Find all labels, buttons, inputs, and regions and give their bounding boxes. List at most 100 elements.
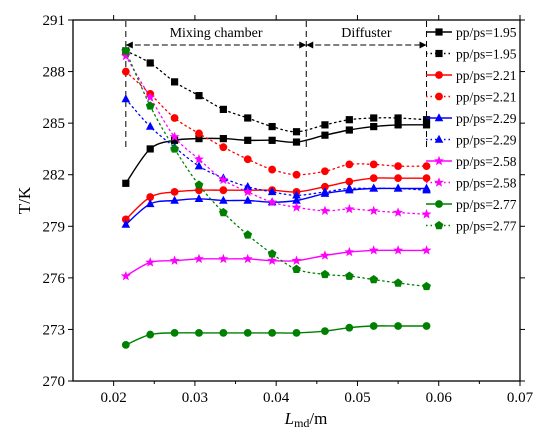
series-6-point-4 (218, 253, 229, 264)
series-8-point-12 (422, 322, 431, 330)
series-1-point-7 (292, 128, 301, 136)
series-6-point-11 (393, 245, 404, 255)
series-8-point-1 (146, 330, 155, 339)
series-9-point-3 (194, 180, 204, 189)
series-2-point-10 (369, 174, 378, 183)
series-2-point-0 (121, 215, 130, 224)
legend-item-6: pp/ps=2.58 (426, 154, 517, 169)
series-7-point-5 (242, 186, 253, 197)
series-7-point-1 (145, 92, 156, 102)
series-5-point-10 (369, 183, 379, 192)
legend-label-4: pp/ps=2.29 (456, 111, 517, 126)
series-7-point-3 (194, 154, 204, 164)
series-5-point-7 (292, 190, 301, 199)
series-1-point-10 (370, 114, 378, 122)
series-2-point-9 (345, 177, 354, 186)
series-0-point-2 (170, 136, 179, 144)
legend-swatch-marker-8 (435, 200, 443, 208)
series-layer (120, 46, 432, 349)
legend-item-9: pp/ps=2.77 (426, 219, 517, 234)
y-tick-label-0: 270 (43, 374, 66, 390)
series-9-point-4 (218, 207, 228, 217)
legend-swatch-marker-5 (434, 134, 444, 143)
series-8-point-3 (195, 328, 203, 337)
series-8-point-8 (321, 327, 329, 336)
series-line-8 (125, 325, 428, 346)
series-3-point-3 (195, 129, 203, 138)
series-6-point-10 (368, 245, 379, 255)
series-1-point-3 (195, 92, 203, 100)
legend-label-0: pp/ps=1.95 (456, 25, 517, 40)
series-6-point-0 (120, 270, 131, 281)
series-4-point-5 (243, 195, 253, 204)
legend-swatch-marker-4 (434, 113, 444, 122)
series-5-point-11 (393, 183, 403, 192)
series-4-point-1 (145, 199, 155, 208)
series-3-point-12 (422, 162, 431, 171)
series-9-point-1 (145, 101, 155, 110)
series-9-point-11 (393, 278, 403, 287)
series-2-point-4 (219, 186, 228, 195)
region-arrowhead-right-1 (419, 41, 427, 49)
series-5-point-6 (267, 187, 277, 196)
x-tick-label-1: 0.03 (182, 390, 208, 406)
series-8-point-0 (121, 341, 130, 349)
series-2-point-1 (146, 193, 155, 201)
series-3-point-9 (345, 160, 354, 169)
y-axis-label: T/K (15, 186, 34, 214)
axes: 0.02 0.03 0.04 0.05 0.06 0.07 270 273 276 279 282 2… (15, 13, 534, 430)
series-line-4 (125, 187, 428, 226)
series-7-point-9 (344, 203, 355, 214)
series-0-point-12 (422, 121, 431, 129)
y-tick-label-2: 276 (43, 271, 66, 287)
legend-label-6: pp/ps=2.58 (456, 154, 517, 169)
series-5-point-3 (194, 161, 204, 170)
legend-swatch-marker-6 (434, 155, 444, 166)
legend-swatch-marker-3 (435, 92, 443, 101)
region-arrowhead-left-1 (306, 41, 314, 49)
legend-label-2: pp/ps=2.21 (456, 68, 517, 83)
series-0-point-10 (370, 122, 378, 131)
legend-swatch-marker-7 (434, 177, 444, 187)
series-8-point-6 (268, 328, 277, 337)
legend: pp/ps=1.95 pp/ps=1.95 pp/ps=2.21 pp/ps=2.21… (426, 25, 517, 234)
series-5-point-0 (121, 94, 131, 103)
series-1-point-12 (422, 116, 431, 124)
series-6-point-3 (194, 253, 204, 264)
series-line-3 (125, 70, 428, 176)
series-5 (121, 94, 431, 199)
series-7-point-2 (169, 131, 180, 142)
series-0-point-5 (244, 136, 252, 144)
series-6-point-9 (344, 246, 355, 257)
x-axis-label-sub: md (294, 416, 309, 430)
series-8-point-7 (292, 328, 301, 337)
legend-item-2: pp/ps=2.21 (426, 68, 517, 83)
legend-item-7: pp/ps=2.58 (426, 176, 517, 191)
series-7-point-11 (393, 207, 404, 217)
series-5-point-9 (345, 183, 354, 192)
x-tick-label-0: 0.02 (101, 390, 127, 406)
x-tick-label-4: 0.06 (426, 390, 453, 406)
series-1-point-2 (170, 78, 179, 86)
series-3-point-0 (121, 67, 130, 76)
x-axis-label-unit: /m (309, 409, 327, 428)
plot-frame (72, 19, 521, 382)
series-9-point-6 (267, 249, 277, 258)
legend-label-8: pp/ps=2.77 (456, 197, 517, 212)
series-2-point-12 (422, 174, 431, 183)
series-8-point-9 (345, 323, 354, 332)
series-6-point-1 (145, 257, 156, 267)
series-line-9 (125, 50, 428, 288)
series-3-point-5 (243, 155, 252, 164)
legend-label-1: pp/ps=1.95 (456, 47, 517, 62)
y-tick-label-5: 285 (43, 116, 66, 132)
series-4-point-2 (170, 195, 179, 204)
x-axis-label: Lmd/m (284, 409, 328, 430)
series-1-point-4 (219, 105, 227, 113)
series-9-point-7 (292, 264, 301, 273)
series-line-2 (125, 177, 428, 221)
series-1-point-9 (345, 116, 353, 124)
series-1-point-11 (394, 114, 402, 122)
series-5-point-12 (422, 185, 431, 194)
